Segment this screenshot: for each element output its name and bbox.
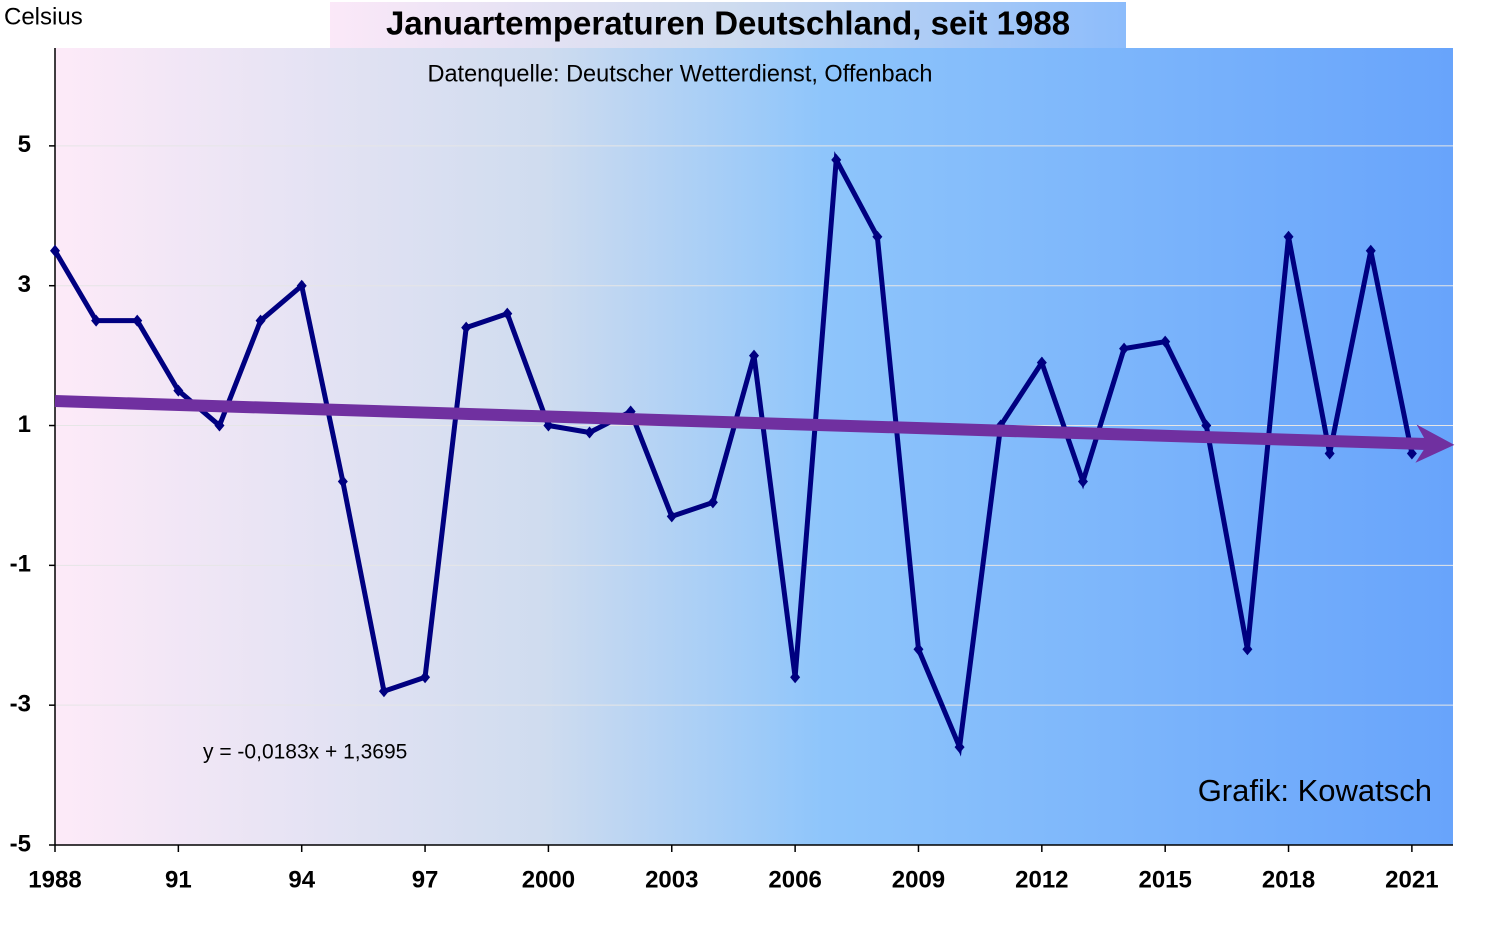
data-point [913, 643, 924, 656]
x-tick-label: 2009 [892, 866, 945, 893]
x-tick-label: 2015 [1138, 866, 1191, 893]
data-point [378, 685, 389, 698]
credit: Grafik: Kowatsch [1198, 773, 1432, 808]
data-point [954, 741, 965, 754]
y-tick-label: -3 [10, 691, 31, 718]
data-point [132, 314, 143, 327]
x-tick-label: 2021 [1385, 866, 1438, 893]
x-tick-label: 94 [288, 866, 315, 893]
data-point [337, 475, 348, 488]
data-point [707, 496, 718, 509]
x-tick-label: 2018 [1262, 866, 1315, 893]
plot-area [55, 48, 1453, 845]
data-point [1242, 643, 1253, 656]
y-tick-label: 1 [18, 411, 31, 438]
data-point [584, 426, 595, 439]
chart-subtitle: Datenquelle: Deutscher Wetterdienst, Off… [428, 60, 933, 87]
title-box [330, 2, 1126, 48]
data-point [296, 279, 307, 292]
data-line [52, 151, 1415, 757]
data-point [666, 510, 677, 523]
chart-title: Januartemperaturen Deutschland, seit 198… [386, 5, 1070, 42]
x-tick-label: 97 [412, 866, 439, 893]
x-tick-label: 2003 [645, 866, 698, 893]
data-point [749, 349, 759, 362]
x-tick-label: 2012 [1015, 866, 1068, 893]
data-point [420, 671, 431, 684]
x-tick-label: 2006 [768, 866, 821, 893]
x-tick-label: 1988 [28, 866, 81, 893]
data-point [214, 419, 225, 432]
data-point [1406, 447, 1417, 460]
x-tick-label: 2000 [522, 866, 575, 893]
data-point [1077, 475, 1088, 488]
data-point [255, 314, 266, 327]
trend-arrow [54, 395, 1455, 463]
data-point [461, 321, 472, 334]
data-point [50, 244, 60, 257]
data-point [502, 307, 513, 320]
data-point [1036, 356, 1047, 369]
data-point [1365, 244, 1376, 257]
data-point [173, 384, 184, 397]
data-point [790, 671, 801, 684]
data-point [831, 153, 842, 166]
data-point [1119, 342, 1130, 355]
data-point [1283, 230, 1294, 243]
data-point [91, 314, 102, 327]
data-point [872, 230, 883, 243]
data-point [1160, 335, 1171, 348]
y-tick-label: 5 [18, 131, 31, 158]
data-point [1201, 419, 1212, 432]
y-tick-label: -1 [10, 551, 31, 578]
x-tick-label: 91 [165, 866, 192, 893]
y-axis-label: Celsius [4, 3, 83, 30]
y-tick-label: 3 [18, 271, 31, 298]
y-tick-label: -5 [10, 830, 31, 857]
plot-layer: -5 -3 -1 1 3 5 1988 91 94 97 2000 2003 2006 2009 2012 2… [10, 48, 1455, 893]
data-point [1324, 447, 1335, 460]
trend-equation: y = -0,0183x + 1,3695 [203, 741, 407, 764]
